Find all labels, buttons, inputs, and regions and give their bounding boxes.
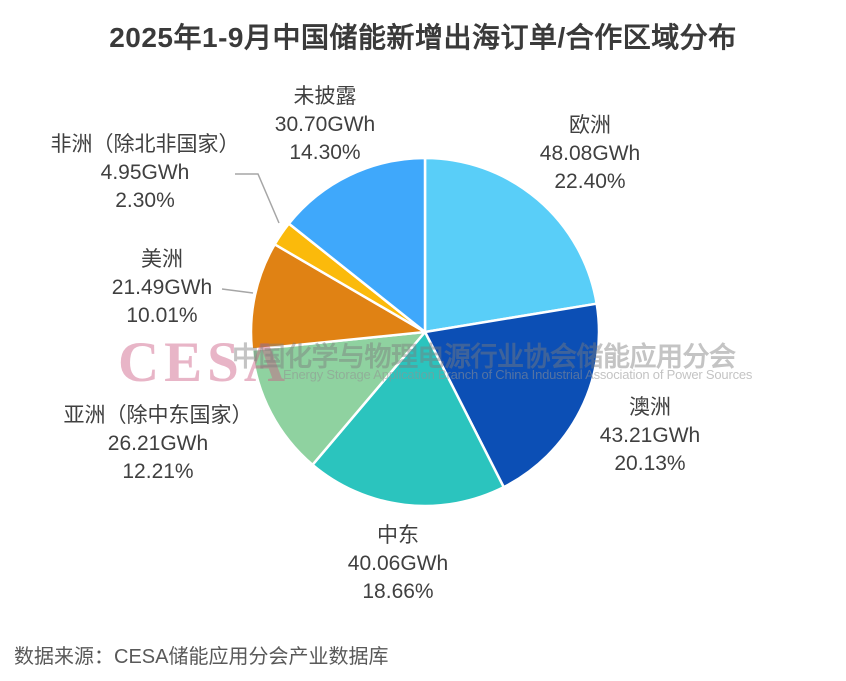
slice-label-middle-east: 中东 40.06GWh 18.66% xyxy=(348,522,448,606)
pie-slice-4 xyxy=(249,243,427,351)
pie-slice-6 xyxy=(287,156,427,334)
slice-name: 非洲（除北非国家） xyxy=(50,133,240,156)
slice-value-pct: 10.01% xyxy=(126,304,198,327)
leader-line-americas xyxy=(221,288,254,294)
slice-value-pct: 2.30% xyxy=(115,189,175,212)
pie-slice-1 xyxy=(423,302,601,489)
slice-value-gwh: 30.70GWh xyxy=(274,113,376,136)
chart-title: 2025年1-9月中国储能新增出海订单/合作区域分布 xyxy=(109,22,737,53)
slice-value-gwh: 4.95GWh xyxy=(100,161,190,184)
slice-name: 欧洲 xyxy=(568,114,611,137)
leader-line-africa xyxy=(235,173,280,224)
slice-name: 亚洲（除中东国家） xyxy=(63,404,253,427)
slice-value-pct: 22.40% xyxy=(554,170,626,193)
slice-label-undisclosed: 未披露 30.70GWh 14.30% xyxy=(275,83,375,167)
slice-value-gwh: 40.06GWh xyxy=(347,552,449,575)
slice-name: 美洲 xyxy=(140,248,183,271)
pie-slice-2 xyxy=(311,330,505,508)
slice-name: 中东 xyxy=(376,524,419,547)
slice-label-asia: 亚洲（除中东国家） 26.21GWh 12.21% xyxy=(64,402,253,486)
slice-value-gwh: 43.21GWh xyxy=(599,424,701,447)
pie-slice-3 xyxy=(250,330,427,467)
slice-value-gwh: 21.49GWh xyxy=(111,276,213,299)
data-source: 数据来源：CESA储能应用分会产业数据库 xyxy=(14,646,389,668)
pie-slices xyxy=(249,156,601,508)
slice-label-americas: 美洲 21.49GWh 10.01% xyxy=(112,246,212,330)
slice-value-pct: 14.30% xyxy=(289,141,361,164)
slice-value-pct: 12.21% xyxy=(122,460,194,483)
pie-slice-0 xyxy=(423,156,598,334)
slice-value-gwh: 48.08GWh xyxy=(539,142,641,165)
slice-name: 未披露 xyxy=(293,85,357,108)
slice-value-pct: 18.66% xyxy=(362,580,434,603)
slice-label-africa: 非洲（除北非国家） 4.95GWh 2.30% xyxy=(51,131,240,215)
slice-name: 澳洲 xyxy=(628,396,671,419)
slice-label-australia: 澳洲 43.21GWh 20.13% xyxy=(600,394,700,478)
slice-value-pct: 20.13% xyxy=(614,452,686,475)
slice-value-gwh: 26.21GWh xyxy=(107,432,209,455)
slice-label-europe: 欧洲 48.08GWh 22.40% xyxy=(540,112,640,196)
